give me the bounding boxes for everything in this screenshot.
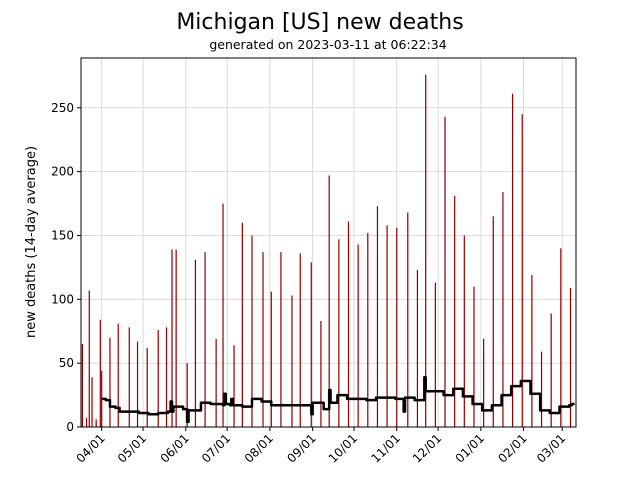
bar	[540, 351, 543, 427]
bars	[81, 74, 572, 428]
bar	[81, 344, 83, 427]
bar	[85, 418, 88, 427]
x-tick-label: 11/01	[369, 431, 403, 465]
bar	[320, 321, 322, 427]
bar	[194, 259, 197, 427]
bar	[251, 235, 253, 427]
bar	[492, 216, 494, 427]
bar	[128, 327, 130, 427]
bar	[91, 377, 93, 427]
y-axis-label: new deaths (14-day average)	[24, 146, 39, 338]
bar	[99, 319, 101, 427]
bar	[396, 227, 398, 427]
bar	[175, 249, 177, 427]
x-tick-label: 02/01	[495, 431, 529, 465]
y-tick-label: 50	[59, 356, 74, 370]
chart-subtitle: generated on 2023-03-11 at 06:22:34	[209, 37, 446, 52]
bar	[270, 291, 272, 427]
bar	[88, 290, 90, 427]
y-tick-label: 150	[51, 228, 74, 242]
x-tick-label: 05/01	[115, 431, 149, 465]
bar	[376, 206, 379, 427]
y-tick-label: 200	[51, 165, 74, 179]
x-tick-label: 07/01	[199, 431, 233, 465]
bar	[310, 262, 312, 427]
bar	[328, 175, 330, 427]
average-line	[101, 375, 575, 424]
chart-title: Michigan [US] new deaths	[176, 10, 463, 35]
x-tick-label: 06/01	[158, 431, 192, 465]
bar	[262, 252, 264, 427]
bar	[204, 252, 206, 427]
x-tick-label: 09/01	[284, 431, 318, 465]
plot-frame	[80, 57, 577, 428]
y-tick-label: 250	[51, 101, 74, 115]
bar	[299, 253, 301, 427]
x-tick-label: 12/01	[410, 431, 444, 465]
bar	[473, 286, 475, 427]
x-tick-label: 10/01	[326, 431, 360, 465]
bar	[386, 225, 388, 427]
bar	[560, 248, 562, 427]
bar	[280, 252, 282, 427]
bar	[425, 74, 427, 427]
bar	[338, 239, 340, 427]
bar	[502, 192, 504, 427]
bar	[347, 221, 350, 427]
bar	[454, 195, 456, 427]
bar	[117, 323, 119, 427]
bar	[407, 212, 409, 427]
bar	[215, 338, 217, 427]
bar	[357, 244, 359, 427]
bar	[367, 232, 369, 427]
bar	[521, 114, 523, 427]
bar	[569, 287, 572, 427]
bar	[109, 337, 111, 427]
bar	[291, 295, 293, 427]
bar	[95, 419, 97, 427]
bar	[444, 116, 446, 427]
bar	[171, 249, 173, 427]
y-tick-label: 100	[51, 292, 74, 306]
bar	[434, 282, 436, 427]
x-tick-label: 03/01	[534, 431, 568, 465]
bar	[186, 363, 188, 427]
x-tick-label: 01/01	[453, 431, 487, 465]
x-tick-label: 08/01	[242, 431, 276, 465]
x-tick-label: 04/01	[73, 431, 107, 465]
bar	[483, 338, 485, 427]
bar	[136, 341, 139, 427]
bar	[165, 327, 168, 427]
bar	[511, 93, 514, 428]
bar	[146, 347, 148, 427]
bar	[157, 329, 159, 427]
y-tick-label: 0	[66, 420, 74, 434]
bar	[463, 235, 465, 427]
grid	[81, 58, 576, 428]
bar	[550, 313, 552, 427]
bar	[531, 275, 533, 427]
bar	[241, 222, 243, 427]
bar	[222, 203, 224, 427]
bar	[416, 269, 419, 427]
bar	[233, 345, 235, 427]
